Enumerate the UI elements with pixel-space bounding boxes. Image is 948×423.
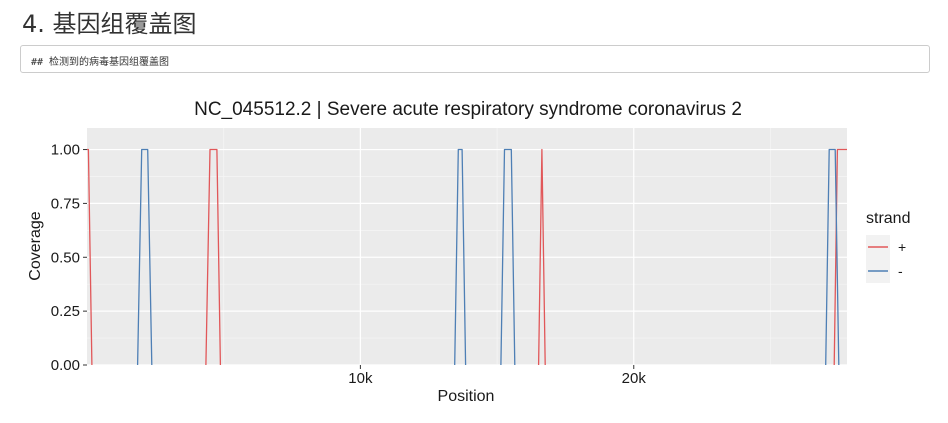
section-heading: 4. 基因组覆盖图	[22, 10, 197, 38]
plot-background	[87, 128, 847, 365]
x-axis-label: Position	[438, 388, 495, 405]
legend: strand + -	[866, 210, 910, 283]
coverage-line-plus-2	[537, 148, 546, 366]
code-block: ## 检测到的病毒基因组覆盖图	[20, 45, 930, 73]
y-tick-label: 0.75	[51, 195, 80, 212]
y-axis-label: Coverage	[27, 211, 44, 280]
y-tick-label: 0.25	[51, 303, 80, 320]
x-axis: 10k 20k	[348, 365, 646, 387]
y-tick-label: 1.00	[51, 142, 80, 159]
x-tick-label: 20k	[622, 370, 647, 387]
code-comment: ## 检测到的病毒基因组覆盖图	[31, 57, 170, 68]
y-tick-label: 0.00	[51, 357, 80, 374]
plot-panel	[87, 128, 847, 365]
coverage-line-minus-0	[136, 148, 153, 366]
legend-title: strand	[866, 210, 910, 227]
coverage-line-plus-0	[87, 148, 93, 366]
coverage-chart: NC_045512.2 | Severe acute respiratory s…	[27, 99, 910, 405]
y-axis: 0.00 0.25 0.50 0.75 1.00	[51, 142, 87, 374]
y-tick-label: 0.50	[51, 249, 80, 266]
legend-label: +	[898, 239, 906, 255]
x-tick-label: 10k	[348, 370, 373, 387]
legend-label: -	[898, 263, 903, 279]
coverage-line-minus-2	[500, 148, 516, 366]
coverage-line-plus-1	[205, 148, 222, 366]
coverage-line-minus-1	[454, 148, 467, 366]
coverage-line-plus-3	[833, 148, 847, 366]
coverage-line-minus-3	[825, 148, 840, 366]
coverage-lines	[87, 148, 847, 366]
chart-title: NC_045512.2 | Severe acute respiratory s…	[194, 99, 742, 120]
